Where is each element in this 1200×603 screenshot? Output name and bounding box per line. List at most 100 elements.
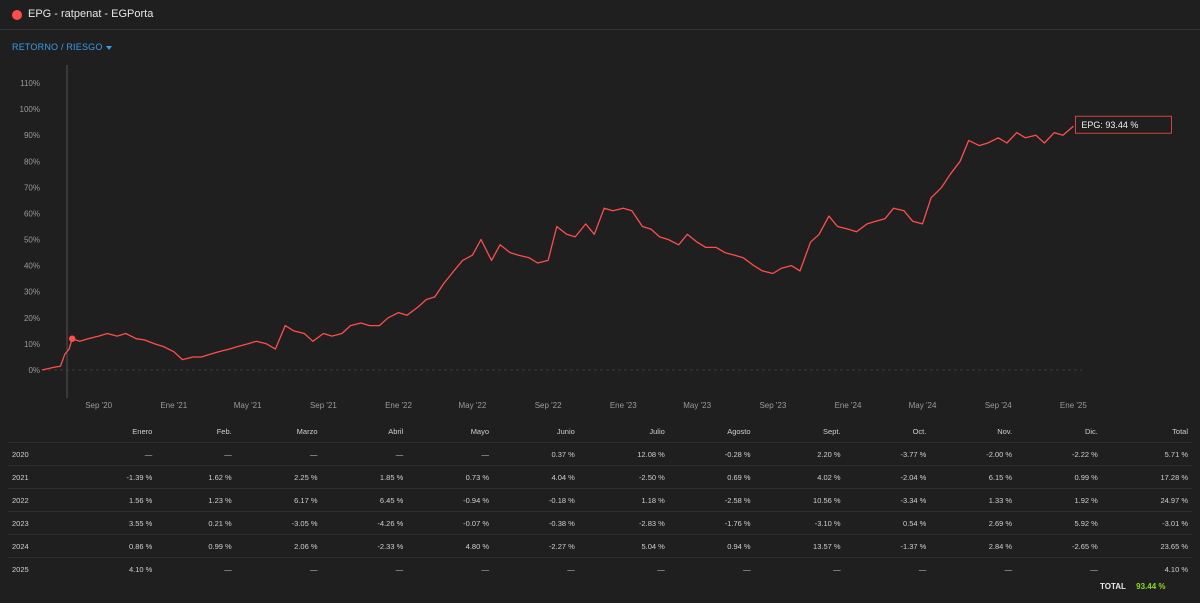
row-value: 2.20 % xyxy=(754,442,845,466)
x-tick-label: Ene '24 xyxy=(835,401,862,410)
y-tick-label: 100% xyxy=(20,105,40,114)
row-value: 6.45 % xyxy=(321,488,408,512)
y-tick-label: 60% xyxy=(24,209,40,218)
header-month: Sept. xyxy=(823,426,841,436)
row-value: -0.28 % xyxy=(668,442,755,466)
row-value: 12.08 % xyxy=(578,442,669,466)
total-value: 93.44 % xyxy=(1136,582,1166,591)
header-month: Agosto xyxy=(727,426,751,436)
row-value: 5.92 % xyxy=(1016,511,1102,535)
row-value: — xyxy=(844,557,931,580)
x-tick-label: Sep '24 xyxy=(985,401,1012,410)
table-header-row: Enero Feb. Marzo Abril Mayo Junio Julio Agosto S… xyxy=(8,420,1192,443)
row-value: 3.55 % xyxy=(70,511,157,535)
row-value: 0.86 % xyxy=(70,534,157,558)
row-value: 2.84 % xyxy=(930,534,1017,558)
row-value: -2.00 % xyxy=(930,442,1017,466)
y-axis: 0% 10% 20% 30% 40% 50% 60% 70% 80% 90% 100% 110% xyxy=(20,79,40,375)
status-dot-icon xyxy=(12,10,22,20)
row-value: -0.18 % xyxy=(493,488,579,512)
header-month: Enero xyxy=(132,426,153,436)
x-tick-label: Sep '21 xyxy=(310,401,337,410)
row-value: — xyxy=(578,557,669,580)
row-value: -0.94 % xyxy=(407,488,494,512)
row-value: -0.07 % xyxy=(407,511,494,535)
row-value: 1.56 % xyxy=(70,488,157,512)
return-line-chart[interactable]: 0% 10% 20% 30% 40% 50% 60% 70% 80% 90% 100% 110% Se… xyxy=(0,60,1200,415)
y-tick-label: 10% xyxy=(24,340,40,349)
series-line-epg xyxy=(41,125,1074,371)
row-value: -3.10 % xyxy=(754,511,845,535)
y-tick-label: 0% xyxy=(28,366,40,375)
row-value: — xyxy=(407,557,494,580)
x-tick-label: May '21 xyxy=(234,401,262,410)
x-axis: Sep '20 Ene '21 May '21 Sep '21 Ene '22 May '… xyxy=(85,401,1087,410)
row-value: 0.99 % xyxy=(156,534,236,558)
row-value: -2.65 % xyxy=(1016,534,1102,558)
row-value: -1.76 % xyxy=(668,511,755,535)
row-value: 4.04 % xyxy=(493,465,579,489)
row-value: 0.94 % xyxy=(668,534,755,558)
header-month: Julio xyxy=(649,426,665,436)
y-tick-label: 20% xyxy=(24,314,40,323)
row-value: 0.54 % xyxy=(844,511,931,535)
row-value: 5.71 % xyxy=(1101,442,1192,466)
row-value: -0.38 % xyxy=(493,511,579,535)
header-month: Oct. xyxy=(912,426,927,436)
table-row: 2025 4.10 % — — — — — — — — — — —4.10 % xyxy=(8,557,1192,580)
row-value: 10.56 % xyxy=(754,488,845,512)
row-value: 1.92 % xyxy=(1016,488,1102,512)
row-value: -2.04 % xyxy=(844,465,931,489)
row-value: 1.23 % xyxy=(156,488,236,512)
row-value: — xyxy=(70,442,157,466)
row-value: 4.10 % xyxy=(70,557,157,580)
row-value: -2.33 % xyxy=(321,534,408,558)
row-value: -2.58 % xyxy=(668,488,755,512)
row-value: 23.65 % xyxy=(1101,534,1192,558)
highlight-marker xyxy=(68,335,76,342)
x-tick-label: Sep '20 xyxy=(85,401,112,410)
row-year: 2021 xyxy=(8,465,71,489)
row-value: — xyxy=(235,442,322,466)
caret-down-icon xyxy=(105,45,112,50)
chart-background xyxy=(0,60,1200,415)
header-month: Dic. xyxy=(1084,426,1098,436)
header-month: Marzo xyxy=(296,426,318,436)
row-value: -4.26 % xyxy=(321,511,408,535)
row-value: 0.37 % xyxy=(493,442,579,466)
retorno-riesgo-dropdown[interactable]: RETORNO / RIESGO xyxy=(12,42,112,52)
header-month: Abril xyxy=(388,426,404,436)
x-tick-label: Sep '23 xyxy=(759,401,786,410)
row-value: -3.05 % xyxy=(235,511,322,535)
x-tick-label: Ene '21 xyxy=(160,401,187,410)
row-value: — xyxy=(156,557,236,580)
header-month: Nov. xyxy=(997,426,1013,436)
x-tick-label: May '24 xyxy=(909,401,937,410)
row-value: — xyxy=(321,442,408,466)
page-title: EPG - ratpenat - EGPorta xyxy=(28,8,154,20)
row-value: -3.01 % xyxy=(1101,511,1192,535)
value-tooltip: EPG: 93.44 % xyxy=(1074,115,1172,134)
header-year xyxy=(8,420,71,443)
row-value: 1.33 % xyxy=(930,488,1017,512)
y-tick-label: 90% xyxy=(24,131,40,140)
row-value: -2.22 % xyxy=(1016,442,1102,466)
plot-top-strip xyxy=(68,65,178,71)
row-value: — xyxy=(1016,557,1102,580)
row-value: 0.73 % xyxy=(407,465,494,489)
row-value: — xyxy=(407,442,494,466)
y-tick-label: 30% xyxy=(24,288,40,297)
y-tick-label: 70% xyxy=(24,183,40,192)
table-row: 2024 0.86 % 0.99 % 2.06 % -2.33 % 4.80 % -2.27… xyxy=(8,534,1192,558)
row-value: -2.83 % xyxy=(578,511,669,535)
row-year: 2023 xyxy=(8,511,71,535)
row-value: 1.18 % xyxy=(578,488,669,512)
header-month: Feb. xyxy=(216,426,232,436)
x-tick-label: May '22 xyxy=(459,401,487,410)
tooltip-label: EPG: 93.44 % xyxy=(1081,120,1138,130)
x-tick-label: Ene '23 xyxy=(610,401,637,410)
table-row: 2021 -1.39 % 1.62 % 2.25 % 1.85 % 0.73 % 4.04 … xyxy=(8,465,1192,489)
row-value: -2.27 % xyxy=(493,534,579,558)
total-label: TOTAL xyxy=(1100,582,1126,591)
tooltip-box xyxy=(1074,115,1172,134)
